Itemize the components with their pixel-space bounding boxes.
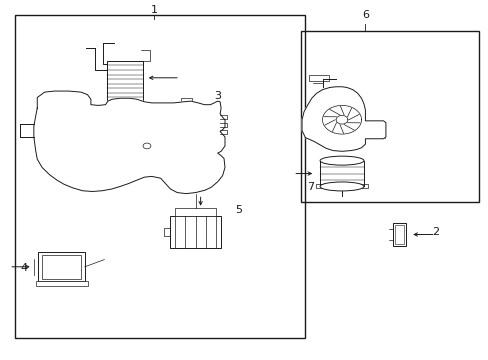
Bar: [76, 112, 193, 164]
Bar: [170, 216, 221, 248]
Ellipse shape: [320, 182, 363, 191]
Bar: [15, 15, 305, 338]
Bar: [308, 75, 329, 81]
Bar: [300, 31, 478, 202]
Bar: [175, 208, 216, 216]
Bar: [106, 61, 143, 102]
Polygon shape: [302, 87, 385, 151]
Text: 6: 6: [361, 10, 368, 20]
Bar: [42, 255, 81, 279]
Text: 2: 2: [431, 227, 438, 237]
Bar: [181, 98, 191, 105]
Text: 3: 3: [214, 91, 221, 101]
Bar: [392, 223, 406, 246]
Text: 4: 4: [20, 263, 28, 273]
Polygon shape: [34, 91, 224, 194]
Text: 7: 7: [306, 182, 313, 192]
Bar: [366, 122, 384, 138]
Ellipse shape: [320, 156, 363, 165]
Text: 1: 1: [150, 5, 158, 15]
Text: 5: 5: [235, 206, 242, 216]
Bar: [394, 225, 404, 244]
Bar: [36, 282, 87, 286]
Bar: [316, 184, 367, 188]
Bar: [39, 252, 84, 282]
